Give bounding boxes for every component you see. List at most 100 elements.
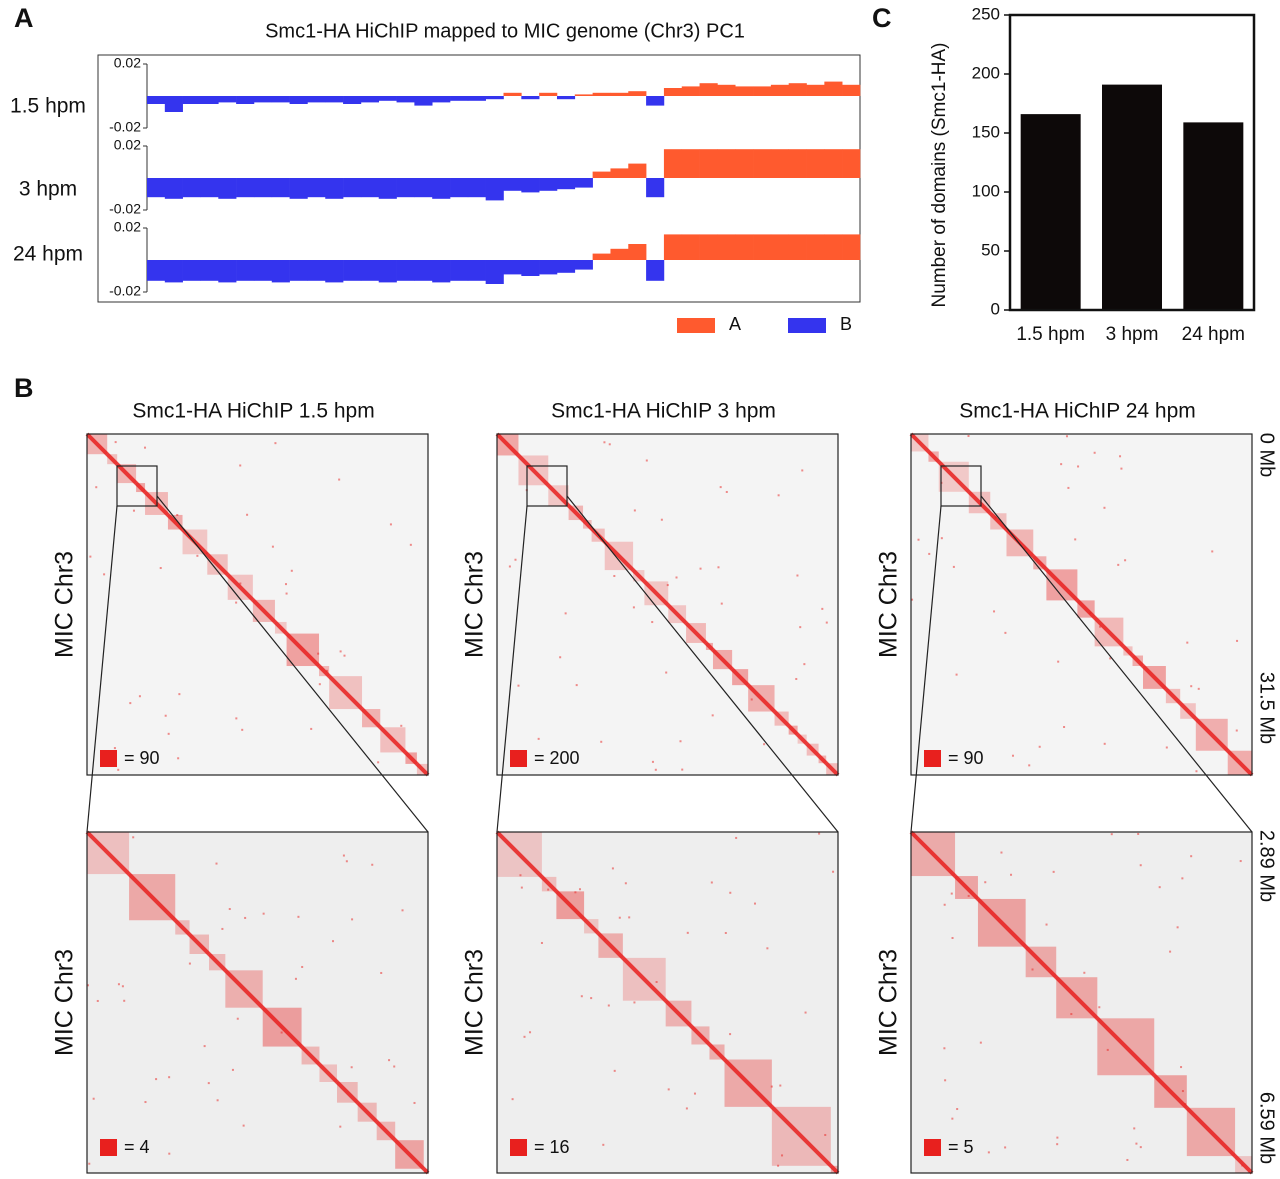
contact-dot [388,1059,391,1062]
pc1-bar [253,260,273,281]
contact-dot [1110,833,1113,836]
heatmap-frame [910,831,1253,1174]
pc1-bar [610,92,629,96]
pc1-bar [574,178,593,188]
scale-swatch [924,750,941,767]
y-tick-label: 150 [972,122,1000,141]
contact-dot [239,582,242,585]
contact-dot [207,1082,210,1085]
pc1-bar [735,149,754,178]
pc1-bar [521,96,540,100]
pc1-bar [396,96,415,103]
pc1-bar [788,234,807,260]
y-tick-label: -0.02 [109,201,141,217]
contact-dot [611,867,614,870]
zoom-box [116,465,158,507]
scale-swatch [100,1139,117,1156]
contact-dot [540,941,543,944]
contact-dot [103,573,106,576]
contact-dot [345,860,348,863]
legend-label: B [840,314,852,334]
contact-dot [241,728,244,731]
contact-dot [602,1143,605,1146]
pc1-bar [539,178,558,191]
contact-dot [138,695,141,698]
contact-dot [633,509,636,512]
heatmap-axis-label: MIC Chr3 [461,949,489,1056]
contact-dot [244,916,247,919]
bar [1183,122,1244,310]
contact-dot [1165,746,1168,749]
contact-dot [987,1151,990,1154]
pc1-bar [699,234,718,260]
pc1-bar [218,260,237,283]
contact-dot [578,888,581,891]
pc1-bar [414,178,433,198]
contact-dot [770,1085,773,1088]
coordinate-label: 31.5 Mb [1256,672,1278,744]
pc1-bar [147,260,166,281]
pc1-bar [182,260,201,281]
contact-dot [332,940,335,943]
y-tick-label: 200 [972,63,1000,82]
pc1-bar [432,96,451,103]
contact-dot [343,654,346,657]
contact-dot [167,732,170,735]
contact-dot [608,443,611,446]
pc1-bar [378,96,397,101]
contact-dot [203,1045,206,1048]
pc1-bar [343,178,362,198]
pc1-bar [610,248,629,260]
scale-label: = 16 [534,1137,570,1157]
contact-dot [1124,559,1127,562]
contact-dot [155,1078,158,1081]
x-tick-label: 24 hpm [1182,324,1245,345]
contact-dot [559,656,562,659]
contact-dot [1093,451,1096,454]
contact-dot [950,892,953,895]
contact-dot [574,891,577,894]
contact-dot [777,1164,780,1167]
contact-dot [832,870,835,873]
contact-dot [1038,745,1041,748]
contact-dot [1065,435,1068,438]
contact-dot [825,621,828,624]
scale-swatch [510,750,527,767]
pc1-bar [735,234,754,260]
y-tick-label: 0.02 [114,55,141,71]
contact-dot [377,761,380,764]
contact-dot [1057,660,1060,663]
pc1-bar [467,260,486,281]
pc1-bar [699,83,718,96]
pc1-bar [396,178,415,198]
plot-frame [1008,13,1256,312]
contact-dot [114,441,117,444]
contact-dot [294,977,297,980]
contact-dot [956,1108,959,1111]
contact-dot [1190,685,1193,688]
x-tick-label: 3 hpm [1106,324,1159,345]
contact-dot [1137,832,1140,835]
pc1-bar [806,149,825,178]
pc1-bar [414,260,433,281]
contact-dot [711,714,714,717]
contact-dot [529,1031,532,1034]
contact-dot [940,537,943,540]
bar [1102,84,1162,311]
contact-dot [575,684,578,687]
contact-dot [763,743,766,746]
contact-dot [113,747,116,750]
contact-dot [979,1041,982,1044]
contact-dot [159,567,162,570]
y-tick-label: -0.02 [109,283,141,299]
contact-dot [144,1101,147,1104]
pc1-bar [592,171,611,178]
pc1-bar [646,178,665,198]
contact-dot [645,459,648,462]
contact-dot [117,768,120,771]
contact-dot [290,569,293,572]
contact-dot [1103,742,1106,745]
contact-dot [235,601,238,604]
pc1-bar [806,84,825,96]
contact-dot [1052,870,1055,873]
